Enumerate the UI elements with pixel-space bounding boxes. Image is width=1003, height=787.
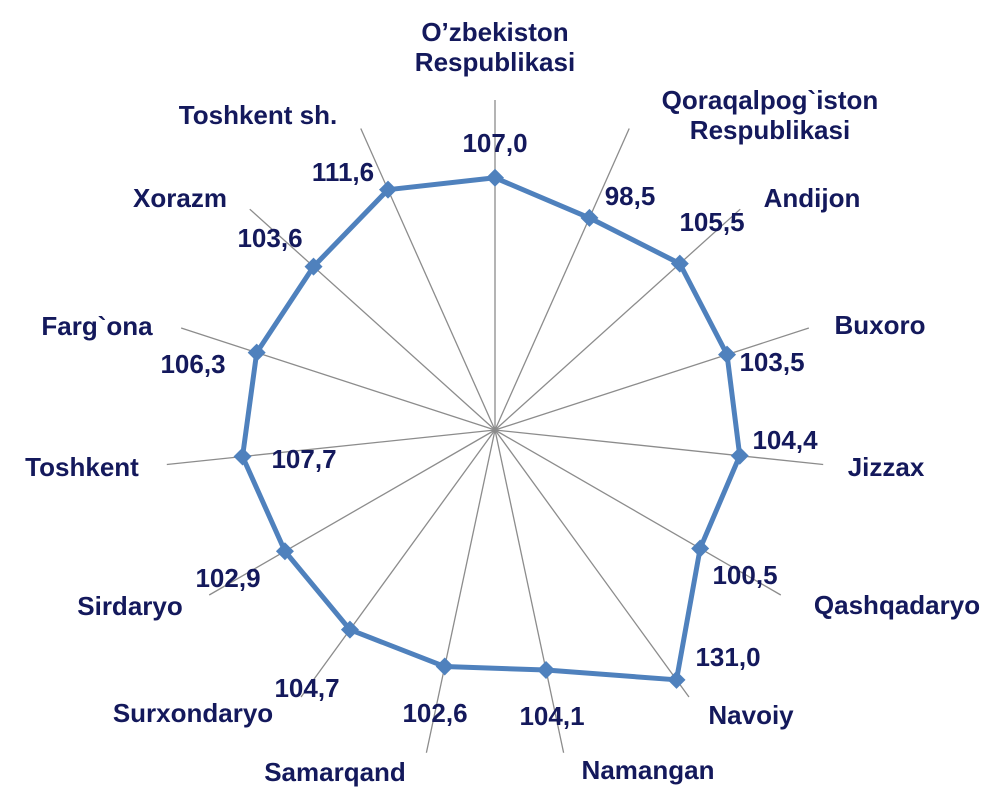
category-label: Toshkent sh.	[178, 100, 338, 130]
marker	[667, 670, 686, 689]
marker	[670, 254, 689, 273]
marker	[379, 180, 398, 199]
value-label: 107,0	[462, 128, 528, 158]
series-line	[240, 175, 743, 683]
spoke	[494, 429, 824, 466]
spoke	[300, 429, 496, 698]
marker	[435, 657, 454, 676]
spoke	[249, 208, 496, 431]
category-label: Sirdaryo	[77, 591, 183, 621]
marker	[304, 257, 323, 276]
value-label: 104,1	[519, 701, 585, 731]
marker	[718, 345, 737, 364]
category-label: Surxondaryo	[112, 698, 274, 728]
marker	[537, 661, 556, 680]
marker	[730, 446, 749, 465]
marker	[247, 343, 266, 362]
category-label: Jizzax	[847, 452, 925, 482]
marker	[233, 447, 252, 466]
category-label: Andijon	[763, 183, 861, 213]
category-label: O’zbekiston Respublikasi	[414, 17, 576, 77]
spoke	[494, 429, 565, 753]
category-label: Toshkent	[25, 452, 139, 482]
spoke	[166, 429, 496, 466]
value-label: 131,0	[695, 642, 761, 672]
category-label: Qoraqalpog`iston Respublikasi	[661, 85, 879, 145]
value-label: 102,6	[402, 698, 468, 728]
category-label: Buxoro	[834, 310, 926, 340]
value-label: 104,7	[274, 673, 340, 703]
value-label: 107,7	[271, 444, 337, 474]
marker	[580, 208, 599, 227]
value-label: 102,9	[195, 563, 261, 593]
value-label: 100,5	[712, 560, 778, 590]
spoke	[494, 128, 630, 431]
spoke	[494, 327, 810, 431]
category-label: Navoiy	[708, 700, 794, 730]
marker	[340, 620, 359, 639]
value-label: 103,5	[739, 347, 805, 377]
spoke	[425, 429, 496, 753]
value-label: 111,6	[311, 157, 375, 187]
value-label: 105,5	[679, 207, 745, 237]
category-label: Namangan	[581, 755, 715, 785]
marker	[691, 539, 710, 558]
spoke	[494, 429, 690, 698]
category-label: Samarqand	[264, 757, 406, 787]
category-label: Xorazm	[133, 183, 227, 213]
spoke	[180, 327, 496, 431]
marker	[275, 542, 294, 561]
value-label: 104,4	[752, 425, 818, 455]
value-label: 98,5	[604, 181, 656, 211]
spoke	[494, 208, 741, 431]
spoke	[208, 429, 496, 596]
spoke	[360, 128, 496, 431]
marker	[486, 168, 504, 187]
value-label: 103,6	[237, 223, 303, 253]
category-label: Qashqadaryo	[813, 590, 981, 620]
spoke	[494, 429, 782, 596]
value-label: 106,3	[160, 349, 226, 379]
category-label: Farg`ona	[41, 311, 153, 341]
